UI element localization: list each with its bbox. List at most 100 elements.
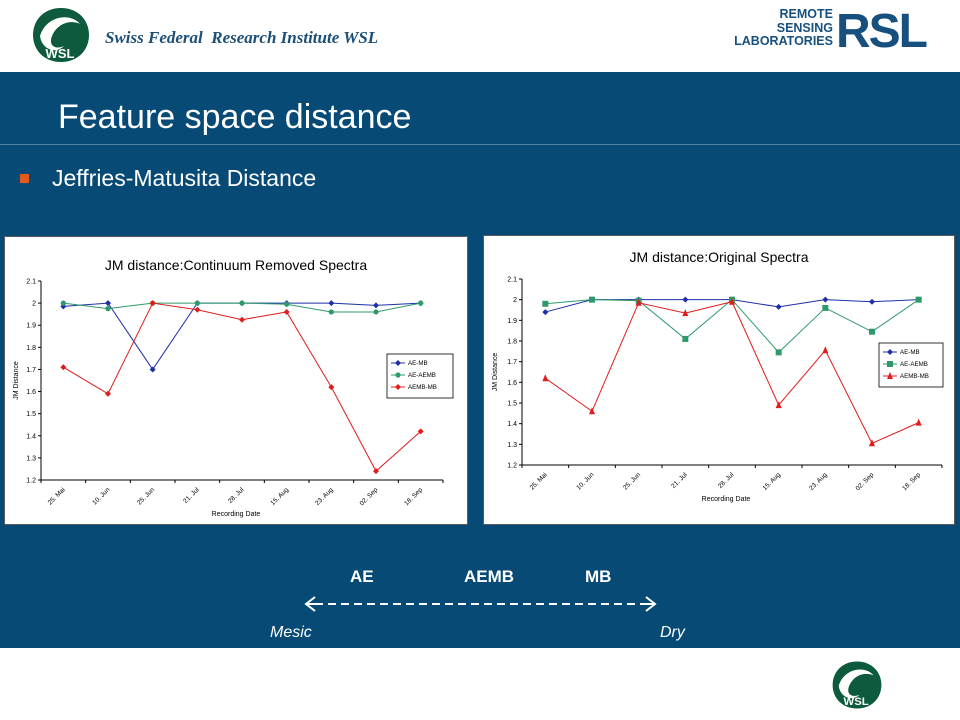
chart-original-spectra: JM distance:Original Spectra 1.2 1.3 1.4 1.5… bbox=[483, 235, 955, 525]
data-point bbox=[194, 300, 200, 306]
data-point bbox=[682, 309, 689, 317]
bullet-square-icon bbox=[20, 174, 29, 183]
data-point bbox=[328, 384, 335, 391]
x-tick-label: 25. Jun bbox=[136, 486, 156, 506]
y-tick-label: 1.8 bbox=[507, 339, 517, 346]
data-point bbox=[60, 300, 66, 306]
data-point bbox=[822, 304, 829, 311]
y-tick-label: 1.5 bbox=[507, 401, 517, 408]
legend-entry: AEMB-MB bbox=[900, 373, 929, 380]
y-tick-label: 1.4 bbox=[26, 433, 36, 440]
data-point bbox=[194, 306, 201, 313]
x-tick-label: 25. Jun bbox=[622, 471, 642, 491]
y-tick-label: 2.1 bbox=[507, 277, 517, 284]
legend-entry: AEMB-MB bbox=[408, 384, 437, 391]
data-point bbox=[373, 468, 379, 475]
data-point bbox=[105, 306, 111, 312]
scale-label-aemb: AEMB bbox=[464, 567, 515, 586]
data-point bbox=[822, 296, 829, 303]
bullet-text: Jeffries-Matusita Distance bbox=[52, 165, 317, 191]
y-tick-label: 1.2 bbox=[26, 478, 36, 485]
y-tick-label: 1.9 bbox=[26, 323, 36, 330]
footer-wsl-logo: WSL bbox=[832, 661, 882, 709]
data-point bbox=[682, 296, 689, 303]
series-line bbox=[63, 302, 421, 472]
y-tick-label: 1.6 bbox=[26, 389, 36, 396]
x-tick-label: 18. Sep bbox=[901, 471, 922, 492]
scale-end-mesic: Mesic bbox=[270, 624, 312, 641]
x-tick-label: 28. Jul bbox=[717, 471, 736, 490]
data-point bbox=[284, 301, 290, 307]
y-tick-label: 1.8 bbox=[26, 345, 36, 352]
rsl-logo-letters: RSL bbox=[836, 5, 928, 58]
data-point bbox=[328, 309, 334, 315]
wsl-logo: WSL bbox=[33, 8, 89, 62]
series-line bbox=[545, 298, 919, 354]
slide-header: WSL Swiss Federal Research Institute WSL… bbox=[0, 0, 960, 72]
x-tick-label: 25. Mai bbox=[47, 486, 67, 506]
y-axis-label: JM Distance bbox=[13, 361, 20, 400]
data-point bbox=[418, 300, 424, 306]
data-point bbox=[239, 316, 245, 323]
y-tick-label: 1.6 bbox=[507, 380, 517, 387]
x-tick-label: 15. Aug bbox=[270, 486, 291, 507]
data-point bbox=[869, 439, 875, 447]
data-point bbox=[149, 366, 156, 373]
chart-original-spectra-svg: JM distance:Original Spectra 1.2 1.3 1.4 1.5… bbox=[492, 249, 944, 503]
data-point bbox=[105, 300, 111, 307]
chart-continuum-removed-svg: JM distance:Continuum Removed Spectra 1.2… bbox=[13, 257, 454, 518]
x-tick-label: 15. Aug bbox=[762, 471, 783, 492]
data-point bbox=[542, 374, 549, 382]
x-tick-label: 10. Jun bbox=[91, 486, 111, 506]
rsl-word: REMOTE bbox=[779, 7, 833, 21]
data-point bbox=[395, 360, 401, 366]
chart-continuum-removed: JM distance:Continuum Removed Spectra 1.2… bbox=[4, 236, 468, 525]
title-divider bbox=[0, 144, 960, 145]
data-point bbox=[149, 300, 156, 307]
y-tick-label: 1.2 bbox=[507, 463, 517, 470]
data-point bbox=[682, 335, 689, 342]
data-point bbox=[915, 296, 922, 303]
wsl-logo-text: WSL bbox=[46, 46, 75, 61]
x-tick-label: 23. Aug bbox=[808, 471, 829, 492]
series-line bbox=[63, 302, 421, 371]
data-point bbox=[915, 418, 922, 426]
data-point bbox=[775, 401, 782, 409]
rsl-logo: REMOTE SENSING LABORATORIES RSL bbox=[733, 5, 928, 58]
y-tick-label: 2.1 bbox=[26, 279, 36, 286]
x-tick-label: 25. Mai bbox=[529, 471, 549, 491]
legend-entry: AE-AEMB bbox=[408, 372, 436, 379]
legend-entry: AE-MB bbox=[900, 349, 920, 356]
data-point bbox=[328, 300, 335, 307]
data-point bbox=[887, 372, 893, 379]
data-point bbox=[729, 297, 735, 305]
data-point bbox=[589, 407, 595, 415]
y-tick-label: 1.3 bbox=[26, 455, 36, 462]
data-point bbox=[542, 309, 549, 316]
data-point bbox=[60, 364, 67, 371]
legend-entry: AE-MB bbox=[408, 360, 428, 367]
data-point bbox=[542, 300, 549, 307]
y-tick-label: 1.4 bbox=[507, 421, 517, 428]
data-point bbox=[239, 300, 245, 306]
data-point bbox=[417, 428, 424, 435]
double-arrow-icon bbox=[304, 596, 657, 612]
scale-end-dry: Dry bbox=[660, 624, 685, 641]
y-tick-label: 1.9 bbox=[507, 318, 517, 325]
data-point bbox=[869, 298, 875, 305]
data-point bbox=[395, 384, 401, 390]
data-point bbox=[822, 346, 829, 354]
data-point bbox=[283, 308, 290, 315]
x-tick-label: 10. Jun bbox=[575, 471, 595, 491]
x-tick-label: 23. Aug bbox=[314, 486, 335, 507]
data-point bbox=[887, 361, 893, 367]
chart-title: JM distance:Continuum Removed Spectra bbox=[105, 257, 367, 273]
data-point bbox=[589, 296, 595, 303]
x-axis-label: Recording Date bbox=[212, 511, 261, 518]
data-point bbox=[635, 298, 642, 306]
slide-title: Feature space distance bbox=[58, 98, 412, 136]
y-tick-label: 1.7 bbox=[507, 359, 517, 366]
x-axis-label: Recording Date bbox=[702, 496, 751, 503]
x-tick-label: 02. Sep bbox=[359, 486, 380, 507]
data-point bbox=[775, 349, 782, 356]
